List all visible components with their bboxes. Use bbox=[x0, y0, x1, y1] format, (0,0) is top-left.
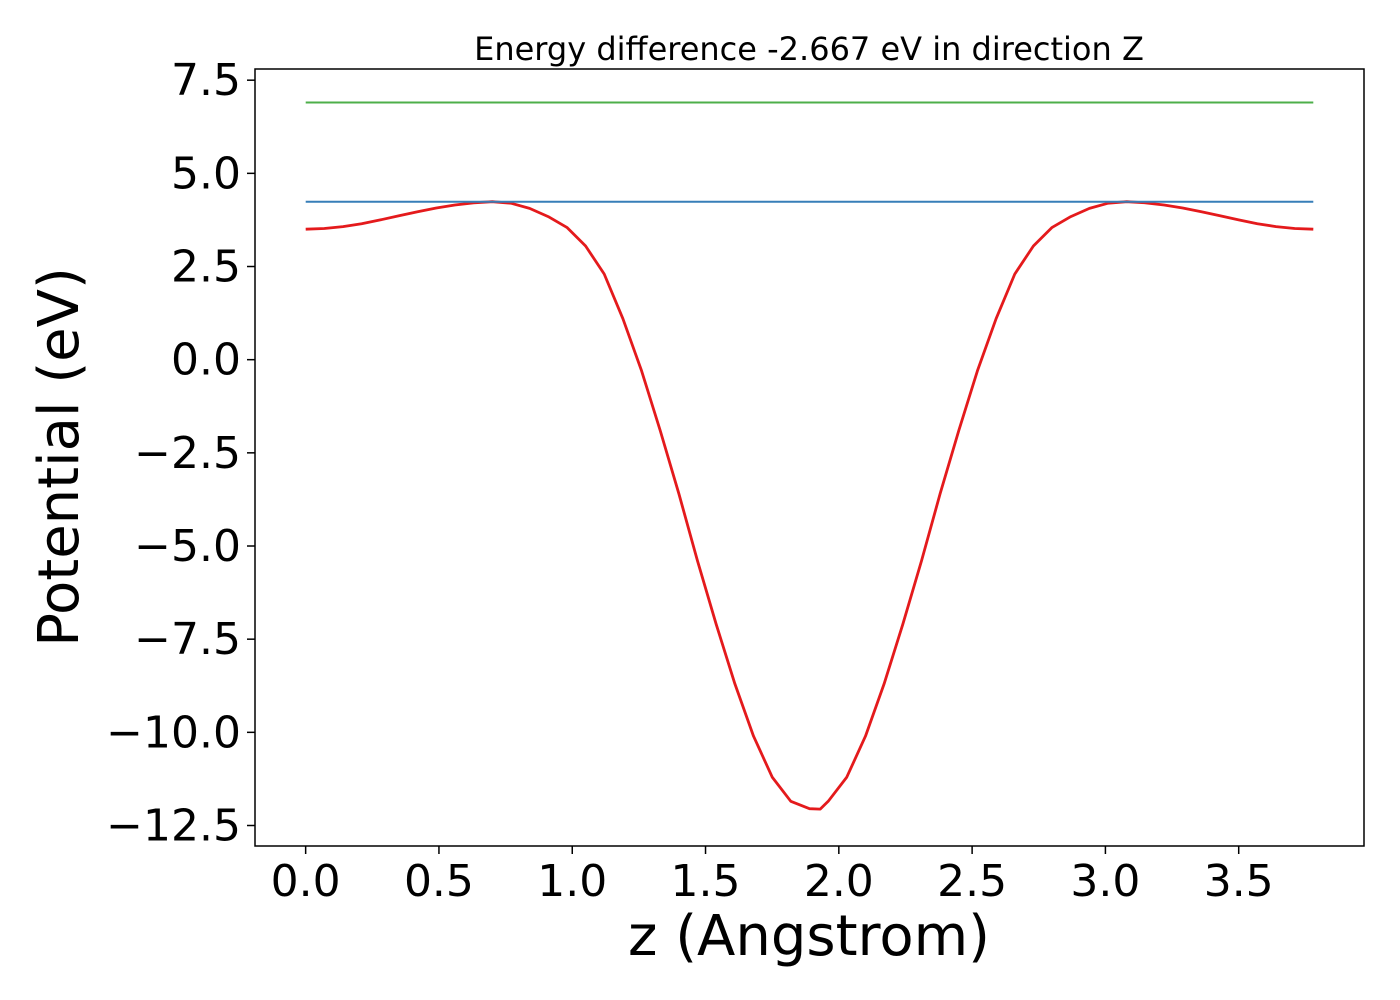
x-tick-label: 0.0 bbox=[271, 856, 341, 907]
chart-title: Energy difference -2.667 eV in direction… bbox=[474, 30, 1144, 68]
y-tick-label: 7.5 bbox=[171, 55, 241, 106]
y-tick-label: −7.5 bbox=[134, 614, 241, 665]
x-tick-label: 3.0 bbox=[1070, 856, 1140, 907]
plot-area bbox=[305, 101, 1314, 811]
x-tick-label: 3.5 bbox=[1204, 856, 1274, 907]
y-tick-label: 2.5 bbox=[171, 242, 241, 293]
y-axis-label: Potential (eV) bbox=[27, 267, 92, 647]
y-tick-label: −5.0 bbox=[134, 521, 241, 572]
y-axis: 7.5 5.0 2.5 0.0 −2.5 −5.0 −7.5 −10.0 −12.5 bbox=[106, 55, 255, 852]
plot-frame bbox=[254, 68, 1365, 847]
y-tick-label: −10.0 bbox=[106, 707, 241, 758]
x-tick-label: 1.0 bbox=[537, 856, 607, 907]
y-tick-label: 5.0 bbox=[171, 148, 241, 199]
y-tick-label: 0.0 bbox=[171, 335, 241, 386]
y-tick-label: −2.5 bbox=[134, 428, 241, 479]
x-tick-label: 1.5 bbox=[671, 856, 741, 907]
x-axis: 0.0 0.5 1.0 1.5 2.0 2.5 3.0 3.5 bbox=[271, 846, 1274, 907]
x-axis-label: z (Angstrom) bbox=[628, 904, 990, 969]
x-tick-label: 2.0 bbox=[804, 856, 874, 907]
y-tick-label: −12.5 bbox=[106, 801, 241, 852]
x-tick-label: 0.5 bbox=[404, 856, 474, 907]
x-tick-label: 2.5 bbox=[937, 856, 1007, 907]
